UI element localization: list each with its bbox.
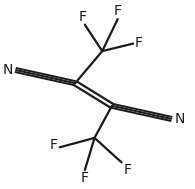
Text: F: F <box>123 163 131 177</box>
Text: F: F <box>135 36 143 50</box>
Text: F: F <box>114 4 122 18</box>
Text: N: N <box>2 63 13 77</box>
Text: F: F <box>79 10 87 24</box>
Text: F: F <box>50 138 58 153</box>
Text: F: F <box>81 171 89 185</box>
Text: N: N <box>174 112 185 126</box>
